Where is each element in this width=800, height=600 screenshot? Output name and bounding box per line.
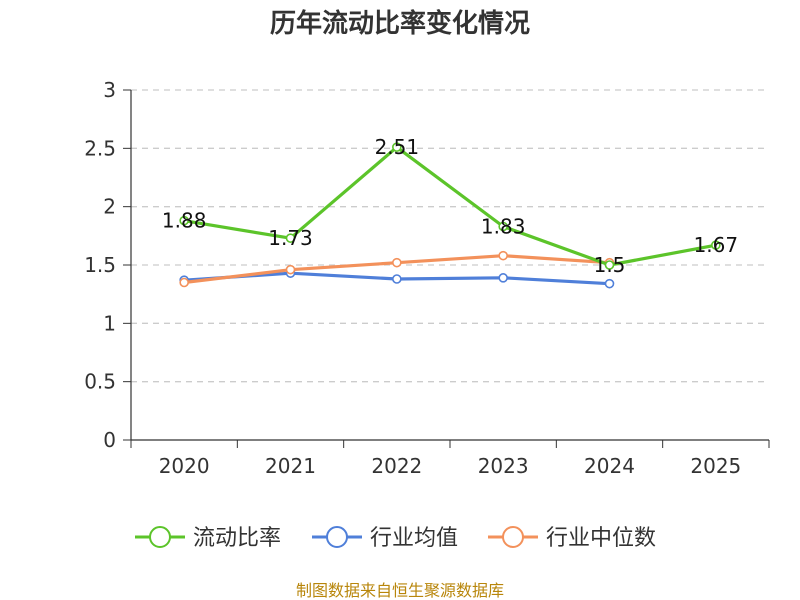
data-label: 1.83: [481, 215, 526, 239]
legend-item[interactable]: 行业均值: [312, 526, 458, 551]
x-tick-label: 2024: [584, 454, 635, 478]
data-point: [604, 278, 615, 289]
grid-lines: [131, 89, 769, 383]
data-point: [498, 273, 508, 283]
chart-title: 历年流动比率变化情况: [270, 8, 530, 39]
data-point: [392, 257, 402, 268]
data-point: [498, 221, 508, 232]
x-axis-ticks: 2020 2021 2022 2023 2024 2025: [130, 440, 770, 478]
data-label: 1.5: [594, 253, 626, 277]
y-tick-label: 1.5: [84, 253, 116, 277]
legend-marker-icon: [149, 526, 171, 548]
legend-label: 流动比率: [193, 526, 281, 551]
data-labels: 1.88 1.73 2.51 1.83 1.5 1.67: [162, 135, 738, 277]
legend-label: 行业中位数: [546, 526, 656, 551]
data-label: 1.73: [268, 226, 313, 250]
data-point: [179, 277, 189, 288]
y-tick-label: 3: [103, 78, 116, 102]
legend-marker-icon: [502, 526, 524, 548]
series-lines: [179, 142, 721, 289]
data-point: [604, 260, 615, 270]
x-tick-label: 2021: [265, 454, 316, 478]
data-point: [498, 250, 508, 261]
y-tick-label: 2.5: [84, 136, 116, 160]
x-tick-label: 2020: [159, 454, 210, 478]
data-point: [392, 142, 402, 152]
y-tick-label: 2: [103, 195, 116, 219]
legend-label: 行业均值: [370, 526, 458, 551]
data-point: [285, 233, 296, 243]
y-tick-label: 0: [103, 428, 116, 452]
y-axis-ticks: 0 0.5 1 1.5 2 2.5 3: [84, 78, 131, 452]
legend-item[interactable]: 流动比率: [135, 526, 281, 551]
legend-marker-icon: [326, 526, 348, 548]
data-point: [179, 215, 189, 226]
data-label: 2.51: [375, 135, 420, 159]
x-tick-label: 2025: [690, 454, 741, 478]
source-note: 制图数据来自恒生聚源数据库: [296, 581, 504, 600]
data-point: [711, 240, 721, 250]
legend[interactable]: 流动比率 行业均值 行业中位数: [135, 526, 656, 551]
data-label: 1.88: [162, 209, 207, 233]
y-tick-label: 0.5: [84, 370, 116, 394]
x-tick-label: 2023: [478, 454, 529, 478]
series-line: [183, 145, 717, 267]
data-point: [392, 274, 402, 284]
legend-item[interactable]: 行业中位数: [488, 526, 656, 551]
y-tick-label: 1: [103, 311, 116, 335]
data-point: [285, 264, 296, 275]
x-tick-label: 2022: [371, 454, 422, 478]
data-label: 1.67: [694, 233, 739, 257]
